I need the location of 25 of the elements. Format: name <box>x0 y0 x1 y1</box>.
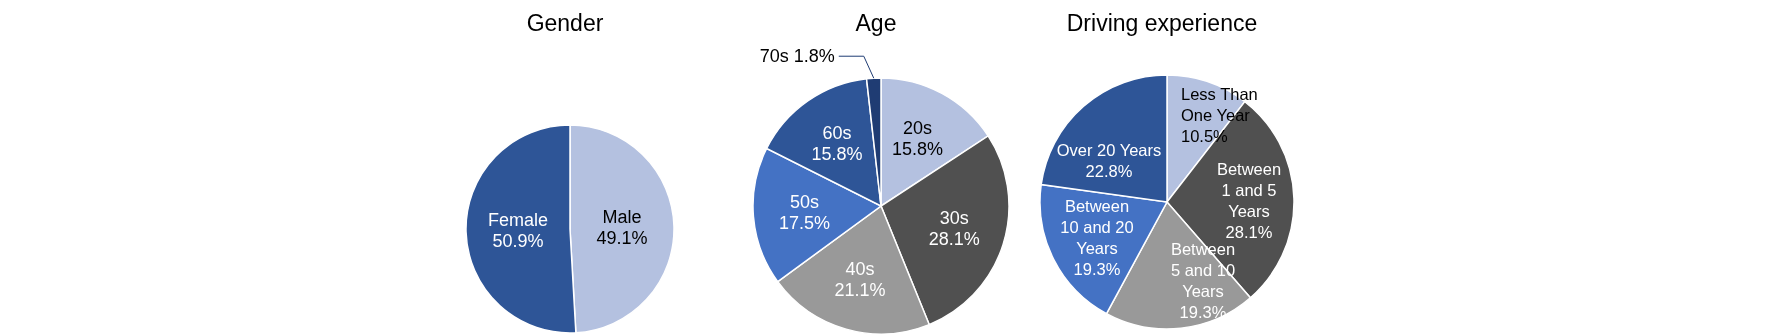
data-label: 22.8% <box>1085 161 1133 180</box>
data-label: 17.5% <box>778 212 830 233</box>
slice-label: Male <box>602 207 642 228</box>
data-label: 19.3% <box>1073 259 1121 278</box>
data-label: 19.3% <box>1179 302 1227 321</box>
slice-label: Between 10 and 20 Years <box>1060 196 1134 257</box>
chart-title: Driving experience <box>1065 10 1259 37</box>
data-label: 21.1% <box>834 280 886 301</box>
data-label: 15.8% <box>811 143 863 164</box>
slice-label: 70s 1.8% <box>759 46 835 67</box>
data-label: 15.8% <box>892 138 944 159</box>
slice-label: 30s <box>939 208 969 229</box>
slice-label: 20s <box>903 117 933 138</box>
slice-label: 50s <box>789 191 819 212</box>
slice-label: Between 1 and 5 Years <box>1216 159 1282 220</box>
data-label: 28.1% <box>928 229 980 250</box>
data-label: 50.9% <box>492 230 544 251</box>
slice-label: Over 20 Years <box>1056 140 1162 159</box>
chart-title: Age <box>854 10 898 37</box>
slice-label: 60s <box>822 122 852 143</box>
slice-label: 40s <box>845 259 875 280</box>
chart-title: Gender <box>525 10 605 37</box>
data-label: 49.1% <box>596 228 648 249</box>
data-label: 28.1% <box>1225 222 1273 241</box>
slice-label: Female <box>488 209 549 230</box>
